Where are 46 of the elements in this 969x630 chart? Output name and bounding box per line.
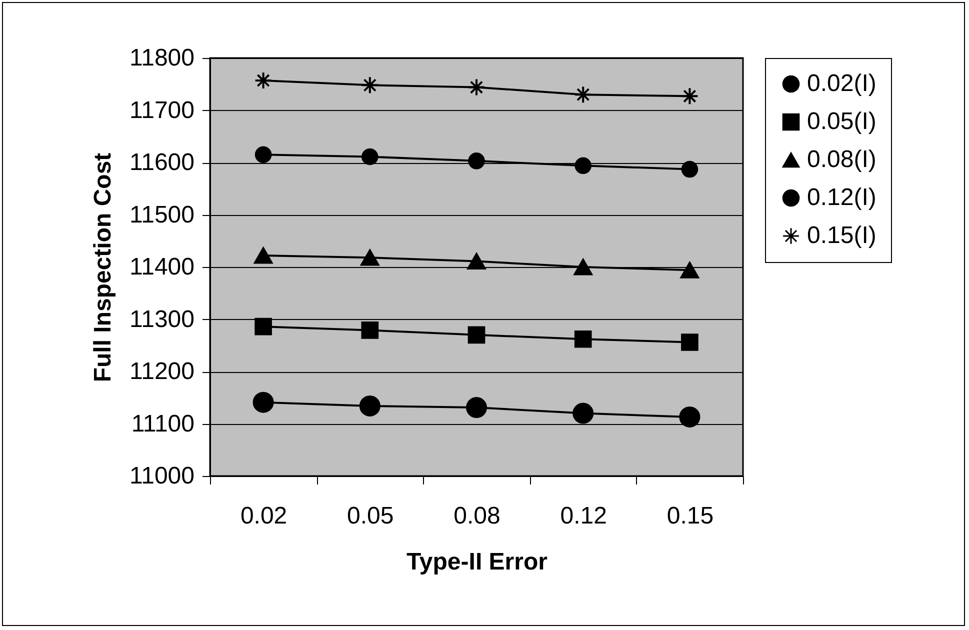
point [468,326,486,344]
legend-label: 0.15(I) [807,222,876,249]
point [468,78,486,96]
point [254,146,272,164]
point [574,330,592,348]
legend-label: 0.05(I) [807,108,876,135]
y-tick-label: 11800 [130,44,194,72]
point [681,160,698,178]
x-tick-label: 0.15 [666,502,714,530]
y-tick-label: 11000 [130,462,194,490]
point [574,258,592,276]
point [254,71,272,90]
y-tick-label: 11300 [130,306,194,333]
legend-label: 0.02(I) [807,70,876,97]
point [252,392,274,413]
point [467,253,486,270]
point [362,148,378,166]
y-tick-label: 11600 [130,149,194,176]
point [680,87,699,106]
point [572,402,594,424]
y-tick-label: 11100 [131,410,194,438]
x-tick-label: 0.08 [454,502,500,530]
point [680,262,700,278]
x-tick-label: 0.02 [240,502,288,530]
point [360,249,380,266]
x-tick-label: 0.05 [347,502,394,530]
legend-label: 0.12(I) [807,184,876,211]
point [254,247,273,264]
legend-label: 0.08(I) [807,146,876,173]
point [361,322,379,339]
x-axis-title: Type-II Error [406,548,548,576]
point [359,396,380,416]
point [574,86,592,104]
y-tick-label: 11700 [130,96,194,124]
x-tick-label: 0.12 [560,502,607,530]
point [254,318,272,336]
point [468,152,485,170]
point [466,397,487,418]
point [360,76,379,94]
y-tick-label: 11500 [130,201,194,228]
y-axis-title: Full Inspection Cost [90,152,117,382]
point [574,157,592,174]
y-tick-label: 11400 [130,254,194,280]
y-tick-label: 11200 [130,358,194,385]
point [679,406,700,428]
point [681,334,698,351]
